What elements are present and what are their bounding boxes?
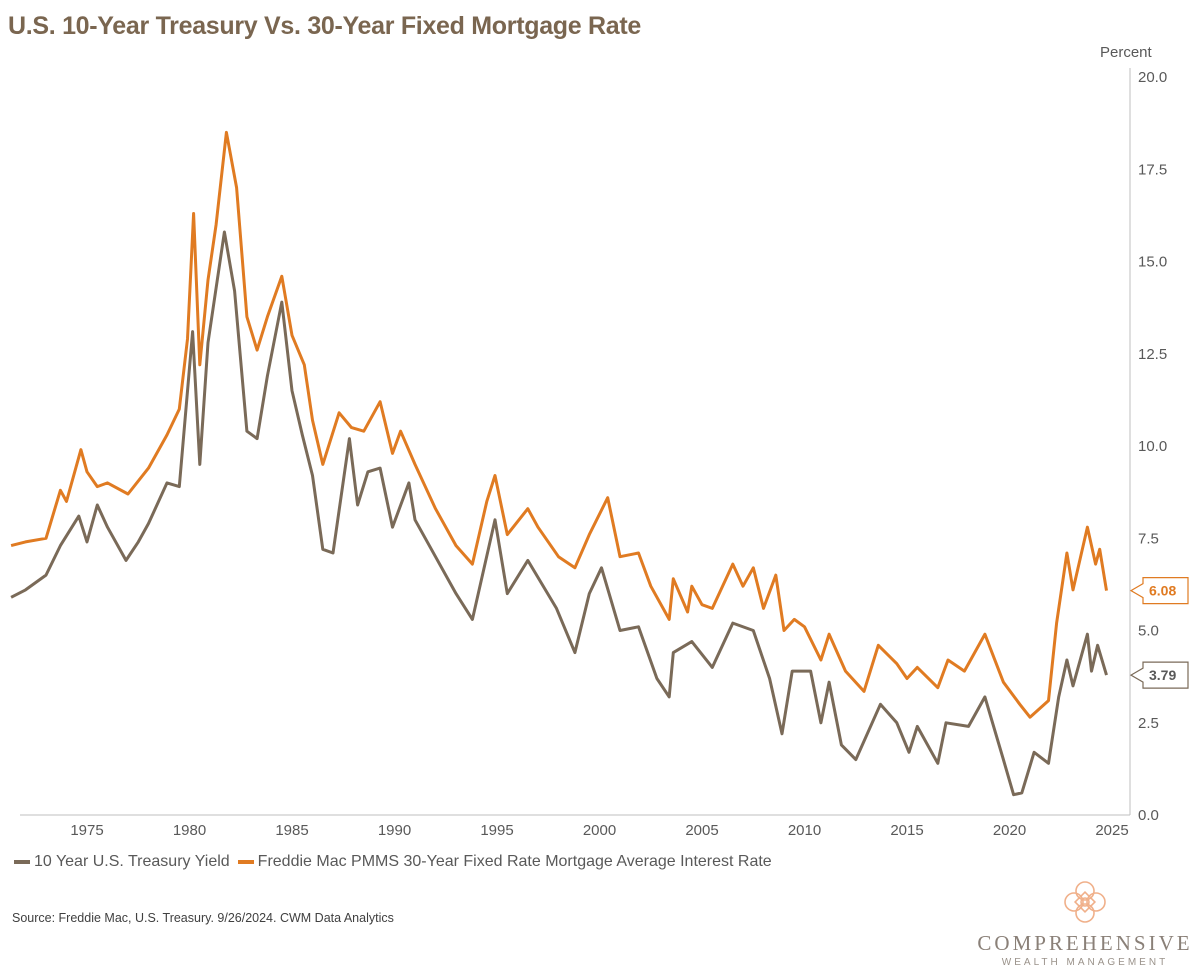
legend-item-mortgage: Freddie Mac PMMS 30-Year Fixed Rate Mort… (237, 853, 772, 871)
x-tick-label: 1975 (70, 822, 103, 839)
end-label-text: 3.79 (1149, 667, 1176, 683)
y-tick-label: 5.0 (1138, 623, 1159, 640)
x-tick-label: 2025 (1095, 822, 1128, 839)
end-value-label: 6.08 (1129, 577, 1189, 605)
series-line-mortgage (10, 130, 1108, 719)
y-tick-label: 2.5 (1138, 715, 1159, 732)
legend-label: Freddie Mac PMMS 30-Year Fixed Rate Mort… (257, 853, 772, 870)
quatrefoil-logo-icon (1064, 881, 1106, 923)
line-chart: Percent 0.0 2.5 5.0 7.5 10.0 12.5 15.0 17.5 20.0… (10, 44, 1189, 839)
legend-item-treasury: 10 Year U.S. Treasury Yield (14, 853, 230, 871)
x-tick-label: 2010 (788, 822, 821, 839)
y-tick-label: 20.0 (1138, 69, 1167, 86)
logo-subtitle: WEALTH MANAGEMENT (1001, 957, 1169, 968)
x-tick-label: 2000 (583, 822, 616, 839)
legend: 10 Year U.S. Treasury Yield Freddie Mac … (14, 853, 772, 871)
x-tick-label: 1980 (173, 822, 206, 839)
logo: COMPREHENSIVE WEALTH MANAGEMENT (975, 880, 1195, 968)
chart-title: U.S. 10-Year Treasury Vs. 30-Year Fixed … (8, 12, 642, 40)
source-note: Source: Freddie Mac, U.S. Treasury. 9/26… (12, 911, 394, 925)
legend-swatch (14, 860, 30, 864)
legend-swatch (237, 860, 254, 864)
end-value-label: 3.79 (1129, 661, 1189, 689)
y-tick-label: 7.5 (1138, 530, 1159, 547)
y-tick-label: 12.5 (1138, 346, 1167, 363)
y-tick-label: 10.0 (1138, 438, 1167, 455)
x-tick-label: 1985 (275, 822, 308, 839)
x-tick-label: 2020 (993, 822, 1026, 839)
y-axis-label: Percent (1100, 44, 1153, 61)
y-tick-label: 0.0 (1138, 807, 1159, 824)
end-label-callout (1129, 577, 1189, 605)
logo-name: COMPREHENSIVE (977, 931, 1193, 955)
y-tick-label: 17.5 (1138, 161, 1167, 178)
x-tick-label: 2015 (890, 822, 923, 839)
x-tick-label: 2005 (685, 822, 718, 839)
legend-label: 10 Year U.S. Treasury Yield (34, 853, 230, 870)
y-tick-label: 15.0 (1138, 254, 1167, 271)
series-line-treasury (10, 230, 1108, 797)
x-tick-label: 1990 (378, 822, 411, 839)
end-label-text: 6.08 (1149, 583, 1176, 599)
end-label-callout (1129, 661, 1189, 689)
x-tick-label: 1995 (480, 822, 513, 839)
